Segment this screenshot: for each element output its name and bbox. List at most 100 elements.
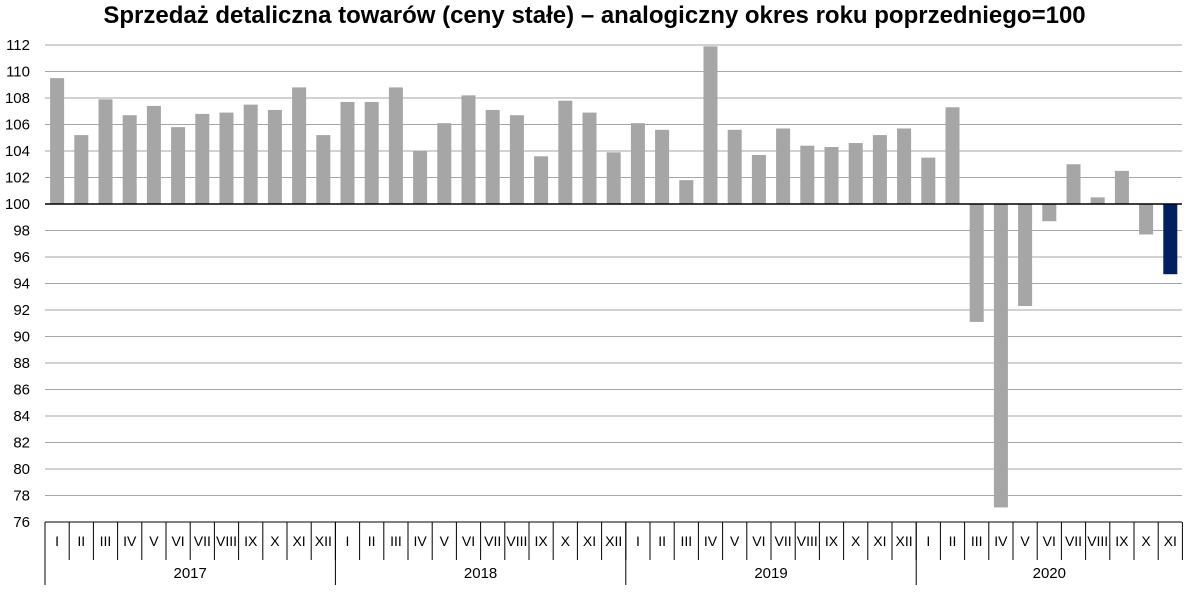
x-tick-label: VI — [1043, 533, 1056, 549]
x-tick-label: VIII — [216, 533, 237, 549]
x-tick-label: VII — [194, 533, 211, 549]
y-tick-label: 80 — [13, 461, 30, 478]
y-tick-label: 112 — [6, 37, 30, 54]
bar — [219, 112, 234, 204]
bar — [727, 129, 742, 204]
gridlines — [45, 44, 1182, 523]
x-tick-label: I — [346, 533, 350, 549]
bar — [292, 87, 307, 204]
x-tick-label: II — [77, 533, 85, 549]
y-tick-label: 102 — [5, 170, 30, 187]
x-tick-label: III — [680, 533, 692, 549]
bar — [509, 115, 524, 204]
x-tick-label: IX — [825, 533, 839, 549]
x-tick-label: III — [100, 533, 112, 549]
x-tick-label: VI — [462, 533, 475, 549]
bar — [897, 128, 912, 204]
bar — [800, 145, 815, 204]
x-tick-label: VIII — [1087, 533, 1108, 549]
x-tick-label: IX — [1115, 533, 1129, 549]
year-label: 2020 — [1033, 565, 1066, 582]
x-tick-label: VII — [1065, 533, 1082, 549]
y-tick-label: 100 — [5, 196, 30, 213]
x-tick-label: IV — [704, 533, 718, 549]
x-tick-label: V — [730, 533, 740, 549]
x-tick-label: VI — [752, 533, 765, 549]
x-tick-label: II — [658, 533, 666, 549]
bars — [50, 46, 1178, 508]
bar — [872, 135, 887, 204]
x-tick-label: VIII — [506, 533, 527, 549]
bar — [1090, 197, 1105, 204]
bar — [437, 123, 452, 204]
x-tick-label: VIII — [797, 533, 818, 549]
x-tick-label: IX — [534, 533, 548, 549]
bar — [243, 104, 258, 204]
bar — [582, 112, 597, 204]
y-tick-label: 108 — [5, 90, 30, 107]
x-tick-label: X — [851, 533, 861, 549]
bar — [340, 101, 355, 204]
x-tick-label: XII — [896, 533, 913, 549]
bar — [364, 101, 379, 204]
y-tick-label: 110 — [6, 64, 30, 81]
bar — [534, 156, 549, 204]
bar — [630, 123, 645, 204]
x-tick-label: V — [1020, 533, 1030, 549]
x-tick-label: V — [149, 533, 159, 549]
x-tick-label: VII — [775, 533, 792, 549]
year-label: 2018 — [464, 565, 497, 582]
bar — [824, 147, 839, 204]
y-tick-label: 94 — [13, 276, 30, 293]
x-tick-label: X — [561, 533, 571, 549]
bar — [1066, 164, 1081, 204]
y-tick-label: 104 — [5, 143, 30, 160]
year-label: 2019 — [754, 565, 787, 582]
y-tick-label: 106 — [5, 117, 30, 134]
bar — [1163, 204, 1178, 275]
bar — [1139, 204, 1154, 235]
bar — [413, 151, 428, 204]
bar — [461, 95, 476, 204]
bar — [146, 105, 161, 204]
x-tick-label: XI — [583, 533, 596, 549]
x-tick-label: VI — [171, 533, 184, 549]
bar — [703, 46, 718, 205]
y-tick-label: 96 — [13, 249, 30, 266]
bar — [751, 154, 766, 204]
y-tick-label: 88 — [13, 355, 30, 372]
y-tick-label: 90 — [13, 329, 30, 346]
x-tick-label: VII — [484, 533, 501, 549]
x-tick-label: IV — [123, 533, 137, 549]
y-tick-label: 76 — [13, 514, 30, 531]
x-tick-label: X — [270, 533, 280, 549]
bar — [485, 109, 500, 204]
x-tick-label: III — [390, 533, 402, 549]
bar — [558, 100, 573, 204]
bar — [316, 135, 331, 204]
bar — [655, 129, 670, 204]
year-label: 2017 — [174, 565, 207, 582]
x-tick-label: IV — [994, 533, 1008, 549]
bar — [921, 157, 936, 204]
bar — [679, 180, 694, 204]
x-tick-label: X — [1141, 533, 1151, 549]
x-tick-label: V — [440, 533, 450, 549]
bar — [388, 87, 403, 204]
y-tick-label: 84 — [13, 408, 30, 425]
bar — [171, 127, 186, 204]
x-tick-label: I — [926, 533, 930, 549]
x-tick-label: I — [55, 533, 59, 549]
y-tick-label: 98 — [13, 223, 30, 240]
x-tick-label: XII — [605, 533, 622, 549]
y-tick-label: 82 — [13, 435, 30, 452]
y-tick-label: 86 — [13, 382, 30, 399]
x-tick-label: XII — [315, 533, 332, 549]
x-tick-label: II — [949, 533, 957, 549]
x-tick-label: XI — [873, 533, 886, 549]
bar — [50, 78, 65, 204]
bar — [993, 204, 1008, 508]
bar — [267, 109, 282, 204]
x-tick-label: II — [368, 533, 376, 549]
